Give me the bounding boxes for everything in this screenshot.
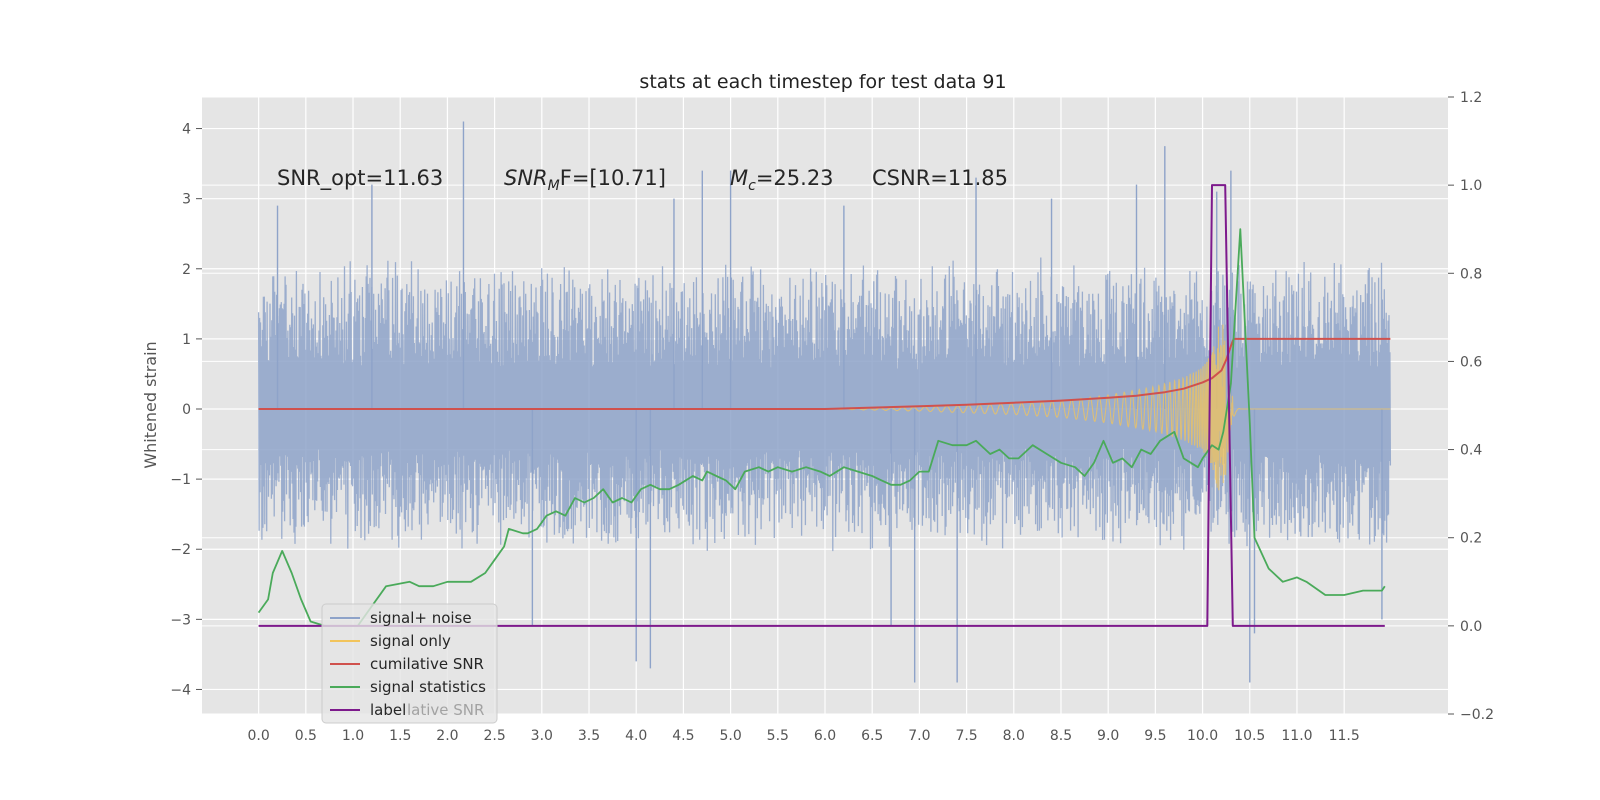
annotation-mc: Mc=25.23 — [730, 166, 834, 194]
label-series — [258, 184, 1385, 627]
y-tick-label: −3 — [170, 612, 191, 628]
y-tick-label: −1 — [170, 472, 191, 488]
y2-tick-label: 0.2 — [1460, 531, 1482, 547]
legend: lative SNR signal+ noise signal only cumil… — [321, 603, 498, 724]
y-axis: 4 3 2 1 0 −1 −2 −3 −4 — [170, 122, 202, 698]
y-tick-label: 1 — [182, 332, 191, 348]
x-tick-label: 10.0 — [1187, 728, 1218, 744]
signal-only-line — [825, 324, 1391, 491]
x-tick-label: 3.0 — [531, 728, 553, 744]
legend-box — [321, 603, 498, 724]
signal-statistics-line — [257, 228, 1386, 627]
legend-label: signal+ noise — [370, 609, 472, 627]
signal-statistics-series — [257, 228, 1386, 627]
x-tick-label: 2.5 — [483, 728, 505, 744]
annotation-mc-rest: =25.23 — [756, 166, 834, 190]
signal-noise-line — [257, 257, 1392, 552]
x-tick-label: 1.0 — [342, 728, 364, 744]
y2-axis: 1.2 1.0 0.8 0.6 0.4 0.2 0.0 −0.2 — [1448, 90, 1494, 723]
cumulative-snr-line — [258, 337, 1391, 410]
annotation-snr-mf-sub: M — [548, 178, 560, 194]
y2-tick-label: −0.2 — [1460, 707, 1494, 723]
y-tick-label: 4 — [182, 122, 191, 138]
x-tick-label: 9.5 — [1144, 728, 1166, 744]
x-tick-label: 0.0 — [248, 728, 270, 744]
legend-label: signal only — [370, 632, 451, 650]
label-line — [258, 184, 1385, 627]
x-tick-label: 5.5 — [767, 728, 789, 744]
x-tick-label: 4.0 — [625, 728, 647, 744]
y2-tick-label: 0.0 — [1460, 619, 1482, 635]
x-tick-label: 0.5 — [295, 728, 317, 744]
y-tick-label: 3 — [182, 192, 191, 208]
x-tick-label: 7.5 — [955, 728, 977, 744]
x-tick-label: 6.5 — [861, 728, 883, 744]
y-tick-label: 2 — [182, 262, 191, 278]
legend-ghost-text: lative SNR — [407, 701, 484, 719]
y-tick-label: −4 — [170, 682, 191, 698]
x-tick-label: 5.0 — [719, 728, 741, 744]
x-tick-label: 2.0 — [436, 728, 458, 744]
x-tick-label: 8.5 — [1050, 728, 1072, 744]
annotation-snr-mf: SNRMF=[10.71] — [504, 166, 666, 194]
x-tick-label: 9.0 — [1097, 728, 1119, 744]
y2-tick-label: 0.6 — [1460, 354, 1482, 370]
cumulative-snr-series — [258, 337, 1391, 410]
y2-tick-label: 0.4 — [1460, 443, 1482, 459]
x-tick-label: 7.0 — [908, 728, 930, 744]
legend-label: cumilative SNR — [370, 655, 484, 673]
x-axis: 0.0 0.5 1.0 1.5 2.0 2.5 3.0 3.5 4.0 4.5 5.0 5.5 6.0 6… — [248, 728, 1360, 744]
y2-tick-label: 0.8 — [1460, 266, 1482, 282]
x-tick-label: 10.5 — [1234, 728, 1265, 744]
annotation-mc-base: M — [730, 166, 748, 190]
y-tick-label: −2 — [170, 542, 191, 558]
x-tick-label: 8.0 — [1003, 728, 1025, 744]
x-tick-label: 4.5 — [672, 728, 694, 744]
y-axis-label: Whitened strain — [141, 341, 160, 468]
legend-label: label — [370, 701, 406, 719]
annotation-snr-mf-rest: F=[10.71] — [560, 166, 666, 190]
annotations: SNR_opt=11.63 SNRMF=[10.71] Mc=25.23 CSN… — [277, 166, 1008, 194]
annotation-snr-mf-base: SNR — [504, 166, 548, 190]
chart-title: stats at each timestep for test data 91 — [639, 71, 1006, 93]
y-tick-label: 0 — [182, 402, 191, 418]
annotation-snr-opt: SNR_opt=11.63 — [277, 166, 443, 191]
y2-tick-label: 1.0 — [1460, 178, 1482, 194]
x-tick-label: 11.5 — [1329, 728, 1360, 744]
annotation-mc-sub: c — [748, 178, 756, 194]
y2-tick-label: 1.2 — [1460, 90, 1482, 106]
annotation-csnr: CSNR=11.85 — [872, 166, 1008, 190]
legend-label: signal statistics — [370, 678, 486, 696]
x-tick-label: 1.5 — [389, 728, 411, 744]
x-tick-label: 6.0 — [814, 728, 836, 744]
x-tick-label: 3.5 — [578, 728, 600, 744]
x-tick-label: 11.0 — [1281, 728, 1312, 744]
